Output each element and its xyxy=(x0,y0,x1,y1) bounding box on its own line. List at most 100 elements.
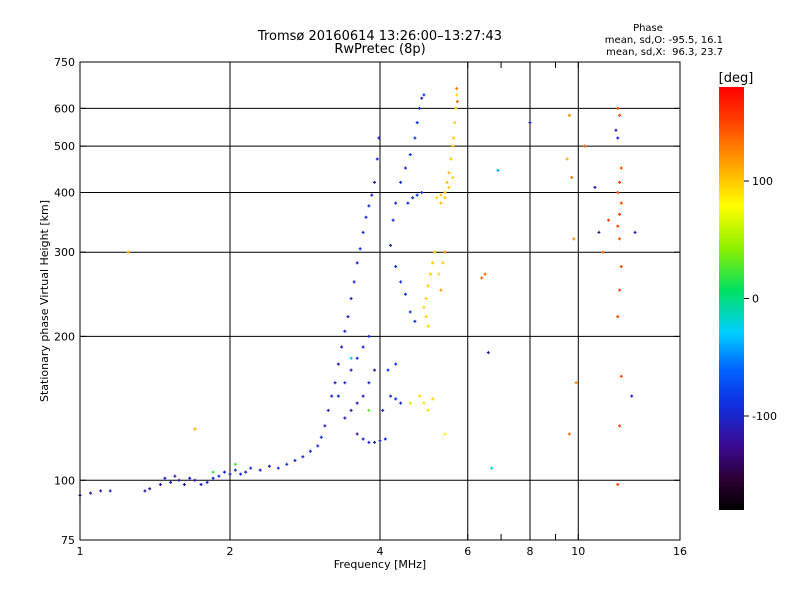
data-point xyxy=(618,180,622,184)
data-point xyxy=(413,136,417,140)
data-point xyxy=(343,329,347,333)
data-point xyxy=(364,215,368,219)
data-point xyxy=(188,476,192,480)
data-point xyxy=(417,106,421,110)
data-point xyxy=(143,489,147,493)
colorbar-label: [deg] xyxy=(719,71,754,86)
data-point xyxy=(89,491,93,495)
data-point xyxy=(394,397,398,401)
data-point xyxy=(618,424,622,428)
data-point xyxy=(490,466,494,470)
stats-x: mean, sd,X: 96.3, 23.7 xyxy=(606,47,723,58)
data-point xyxy=(437,272,441,276)
data-point xyxy=(445,180,449,184)
data-point xyxy=(370,193,374,197)
data-point xyxy=(616,136,620,140)
data-point xyxy=(451,144,455,148)
data-point xyxy=(361,345,365,349)
data-point xyxy=(211,476,215,480)
data-point xyxy=(431,261,435,265)
data-point xyxy=(367,440,371,444)
data-point xyxy=(435,196,439,200)
data-point xyxy=(211,470,215,474)
y-tick-label: 400 xyxy=(54,186,75,199)
data-point xyxy=(308,449,312,453)
data-point xyxy=(486,351,490,355)
colorbar xyxy=(719,87,744,510)
data-point xyxy=(373,180,377,184)
stats-heading: Phase xyxy=(633,23,663,34)
data-point xyxy=(452,136,456,140)
data-point xyxy=(565,157,569,161)
data-point xyxy=(426,284,430,288)
data-point xyxy=(439,288,443,292)
data-point xyxy=(616,224,620,228)
data-point xyxy=(389,243,393,247)
y-tick-label: 600 xyxy=(54,102,75,115)
x-tick-label: 10 xyxy=(571,545,585,558)
data-point xyxy=(258,468,262,472)
x-tick-label: 8 xyxy=(527,545,534,558)
data-point xyxy=(618,237,622,241)
data-point xyxy=(399,280,403,284)
data-point xyxy=(349,356,353,360)
y-tick-label: 100 xyxy=(54,474,75,487)
data-point xyxy=(417,394,421,398)
data-point xyxy=(330,394,334,398)
data-point xyxy=(420,96,424,100)
data-point xyxy=(333,381,337,385)
data-point xyxy=(572,237,576,241)
data-point xyxy=(148,487,152,491)
chart-title: Tromsø 20160614 13:26:00–13:27:43 xyxy=(257,29,502,44)
data-point xyxy=(480,276,484,280)
data-point xyxy=(352,280,356,284)
axis-ticks xyxy=(79,61,681,541)
data-point xyxy=(323,424,327,428)
data-point xyxy=(355,401,359,405)
data-point xyxy=(228,472,232,476)
data-point xyxy=(619,265,623,269)
data-point xyxy=(413,319,417,323)
data-point xyxy=(597,230,601,234)
data-point xyxy=(336,362,340,366)
data-points xyxy=(78,87,637,497)
data-point xyxy=(394,201,398,205)
data-point xyxy=(326,408,330,412)
data-point xyxy=(424,315,428,319)
data-point xyxy=(619,201,623,205)
data-point xyxy=(447,185,451,189)
data-point xyxy=(447,171,451,175)
data-point xyxy=(361,394,365,398)
data-point xyxy=(126,250,130,254)
data-point xyxy=(349,297,353,301)
data-point xyxy=(383,437,387,441)
data-point xyxy=(616,315,620,319)
data-point xyxy=(443,190,447,194)
data-point xyxy=(406,201,410,205)
data-point xyxy=(618,113,622,117)
data-point xyxy=(367,381,371,385)
y-tick-label: 200 xyxy=(54,330,75,343)
data-point xyxy=(293,458,297,462)
data-point xyxy=(443,196,447,200)
data-point xyxy=(422,93,426,97)
data-point xyxy=(375,157,379,161)
colorbar-tick-label: 0 xyxy=(752,293,759,306)
data-point xyxy=(193,478,197,482)
data-point xyxy=(340,345,344,349)
data-point xyxy=(394,362,398,366)
data-point xyxy=(373,368,377,372)
data-point xyxy=(403,292,407,296)
data-point xyxy=(301,455,305,459)
data-point xyxy=(633,230,637,234)
data-point xyxy=(403,166,407,170)
x-tick-labels: 1 2 4 6 8 10 16 xyxy=(77,545,688,558)
data-point xyxy=(389,394,393,398)
data-point xyxy=(394,265,398,269)
y-tick-label: 75 xyxy=(61,534,75,547)
x-tick-label: 6 xyxy=(464,545,471,558)
data-point xyxy=(163,476,167,480)
data-point xyxy=(426,324,430,328)
x-tick-label: 2 xyxy=(227,545,234,558)
data-point xyxy=(583,144,587,148)
